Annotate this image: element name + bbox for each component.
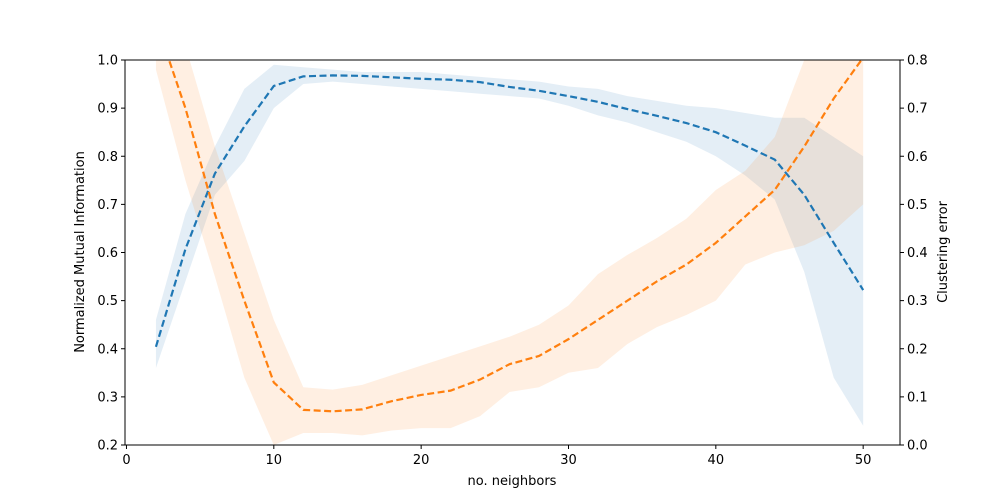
clustering-error-point: [479, 378, 481, 380]
nmi-point: [420, 78, 422, 80]
nmi-point: [214, 172, 216, 174]
nmi-point: [390, 76, 392, 78]
clustering-error-point: [715, 242, 717, 244]
nmi-point: [302, 75, 304, 77]
nmi-point: [597, 101, 599, 103]
y-left-tick-label: 1.0: [97, 54, 118, 69]
y-left-tick-label: 0.9: [97, 102, 118, 117]
clustering-error-point: [538, 355, 540, 357]
y-right-tick-label: 0.8: [907, 54, 928, 69]
clustering-error-point: [243, 299, 245, 301]
clustering-error-point: [302, 409, 304, 411]
x-tick-label: 40: [708, 453, 725, 468]
nmi-point: [479, 81, 481, 83]
y-right-tick-label: 0.5: [907, 198, 928, 213]
clustering-error-point: [420, 394, 422, 396]
x-axis-label: no. neighbors: [468, 474, 557, 489]
clustering-error-point: [744, 215, 746, 217]
clustering-error-line: [167, 60, 863, 413]
x-tick-label: 10: [266, 453, 283, 468]
nmi-point: [833, 242, 835, 244]
x-tick-label: 50: [855, 453, 872, 468]
confidence-bands: [155, 60, 864, 445]
clustering-error-point: [390, 400, 392, 402]
x-axis-ticks: 0 10 20 30 40 50: [122, 445, 871, 468]
y-right-axis-ticks: 0.0 0.1 0.2 0.3 0.4 0.5 0.6 0.7 0.8: [900, 54, 928, 454]
y-right-tick-label: 0.7: [907, 102, 928, 117]
y-left-tick-label: 0.4: [97, 342, 118, 357]
y-left-tick-label: 0.3: [97, 390, 118, 405]
y-right-tick-label: 0.6: [907, 150, 928, 165]
nmi-point: [538, 90, 540, 92]
clustering-error-point: [361, 408, 363, 410]
x-tick-label: 20: [413, 453, 430, 468]
clustering-error-point: [449, 389, 451, 391]
clustering-error-point: [508, 363, 510, 365]
clustering-error-point: [626, 299, 628, 301]
nmi-point: [184, 248, 186, 250]
clustering-error-point: [273, 381, 275, 383]
nmi-point: [803, 194, 805, 196]
nmi-point: [685, 122, 687, 124]
nmi-point: [567, 95, 569, 97]
clustering-error-point: [184, 107, 186, 109]
nmi-line: [154, 74, 865, 348]
nmi-point: [155, 346, 157, 348]
series-lines: [154, 20, 865, 413]
nmi-point: [744, 144, 746, 146]
nmi-point: [626, 108, 628, 110]
clustering-error-confidence-band: [155, 60, 864, 445]
clustering-error-point: [155, 20, 157, 22]
clustering-error-point: [803, 145, 805, 147]
y-right-tick-label: 0.0: [907, 439, 928, 454]
y-right-tick-label: 0.4: [907, 246, 928, 261]
nmi-point: [715, 131, 717, 133]
nmi-point: [656, 115, 658, 117]
y-right-tick-label: 0.1: [907, 390, 928, 405]
clustering-error-point: [685, 263, 687, 265]
nmi-point: [361, 75, 363, 77]
y-left-tick-label: 0.7: [97, 198, 118, 213]
clustering-error-point: [862, 56, 864, 58]
clustering-error-point: [567, 338, 569, 340]
nmi-point: [862, 289, 864, 291]
clustering-error-point: [833, 97, 835, 99]
y-right-tick-label: 0.2: [907, 342, 928, 357]
x-tick-label: 30: [560, 453, 577, 468]
clustering-error-point: [332, 410, 334, 412]
nmi-point: [243, 125, 245, 127]
y-left-tick-label: 0.5: [97, 294, 118, 309]
nmi-point: [273, 85, 275, 87]
nmi-point: [774, 158, 776, 160]
x-tick-label: 0: [122, 453, 130, 468]
clustering-error-point: [656, 280, 658, 282]
nmi-point: [508, 86, 510, 88]
y-left-axis-ticks: 0.2 0.3 0.4 0.5 0.6 0.7 0.8 0.9 1.0: [97, 54, 125, 454]
y-left-tick-label: 0.2: [97, 439, 118, 454]
nmi-point: [449, 79, 451, 81]
y-right-axis-label: Clustering error: [936, 200, 951, 303]
y-right-tick-label: 0.3: [907, 294, 928, 309]
clustering-error-point: [214, 213, 216, 215]
clustering-error-point: [774, 189, 776, 191]
nmi-point: [332, 74, 334, 76]
clustering-error-point: [597, 319, 599, 321]
y-left-tick-label: 0.8: [97, 150, 118, 165]
y-left-axis-label: Normalized Mutual Information: [73, 151, 88, 353]
y-left-tick-label: 0.6: [97, 246, 118, 261]
